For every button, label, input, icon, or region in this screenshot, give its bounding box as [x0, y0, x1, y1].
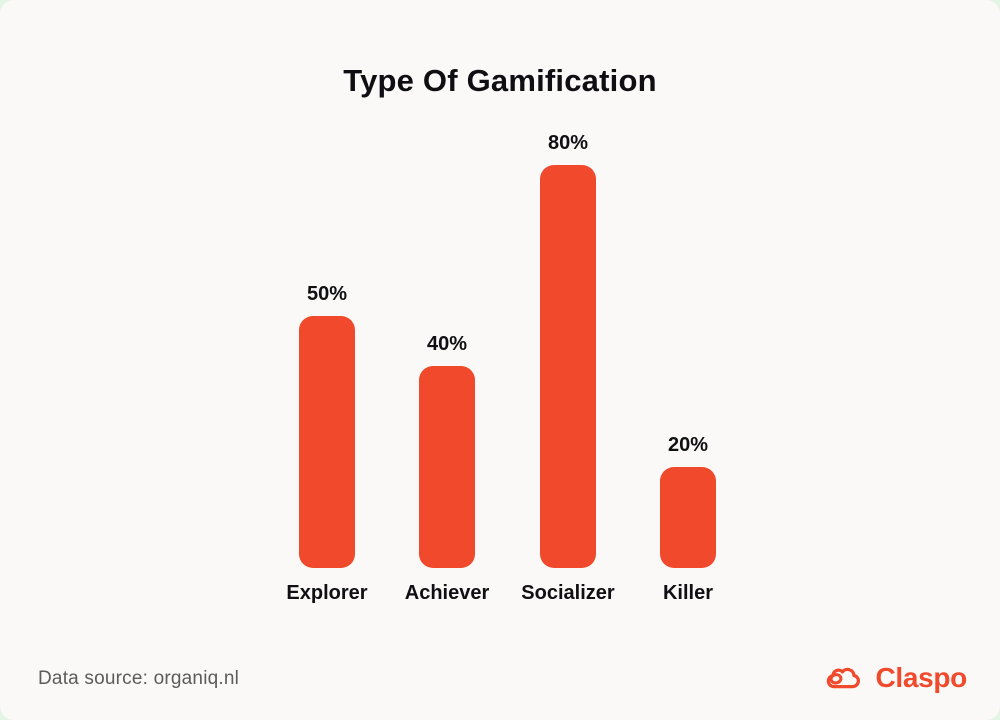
brand-logo: Claspo: [822, 662, 967, 694]
bar: [299, 316, 355, 568]
bar-value-label: 50%: [306, 283, 348, 305]
bar-value-label: 40%: [426, 333, 468, 355]
chart-title: Type Of Gamification: [343, 63, 657, 98]
bar: [419, 366, 475, 568]
data-source-text: Data source: organiq.nl: [38, 668, 240, 689]
bar: [540, 165, 596, 568]
bar-column: 20% Killer: [623, 432, 753, 606]
bar-category-label: Killer: [662, 582, 714, 604]
bar-column: 50% Explorer: [262, 281, 392, 606]
bar-category-label: Explorer: [286, 582, 368, 604]
bar-category-label: Achiever: [404, 582, 490, 604]
bar: [660, 467, 716, 568]
brand-name: Claspo: [875, 662, 967, 693]
bar-category-label: Socializer: [521, 582, 615, 604]
bar-value-label: 80%: [547, 132, 589, 154]
claspo-cloud-icon: [827, 667, 861, 689]
bar-column: 80% Socializer: [503, 130, 633, 606]
bar-value-label: 20%: [667, 434, 709, 456]
bar-column: 40% Achiever: [382, 331, 512, 606]
